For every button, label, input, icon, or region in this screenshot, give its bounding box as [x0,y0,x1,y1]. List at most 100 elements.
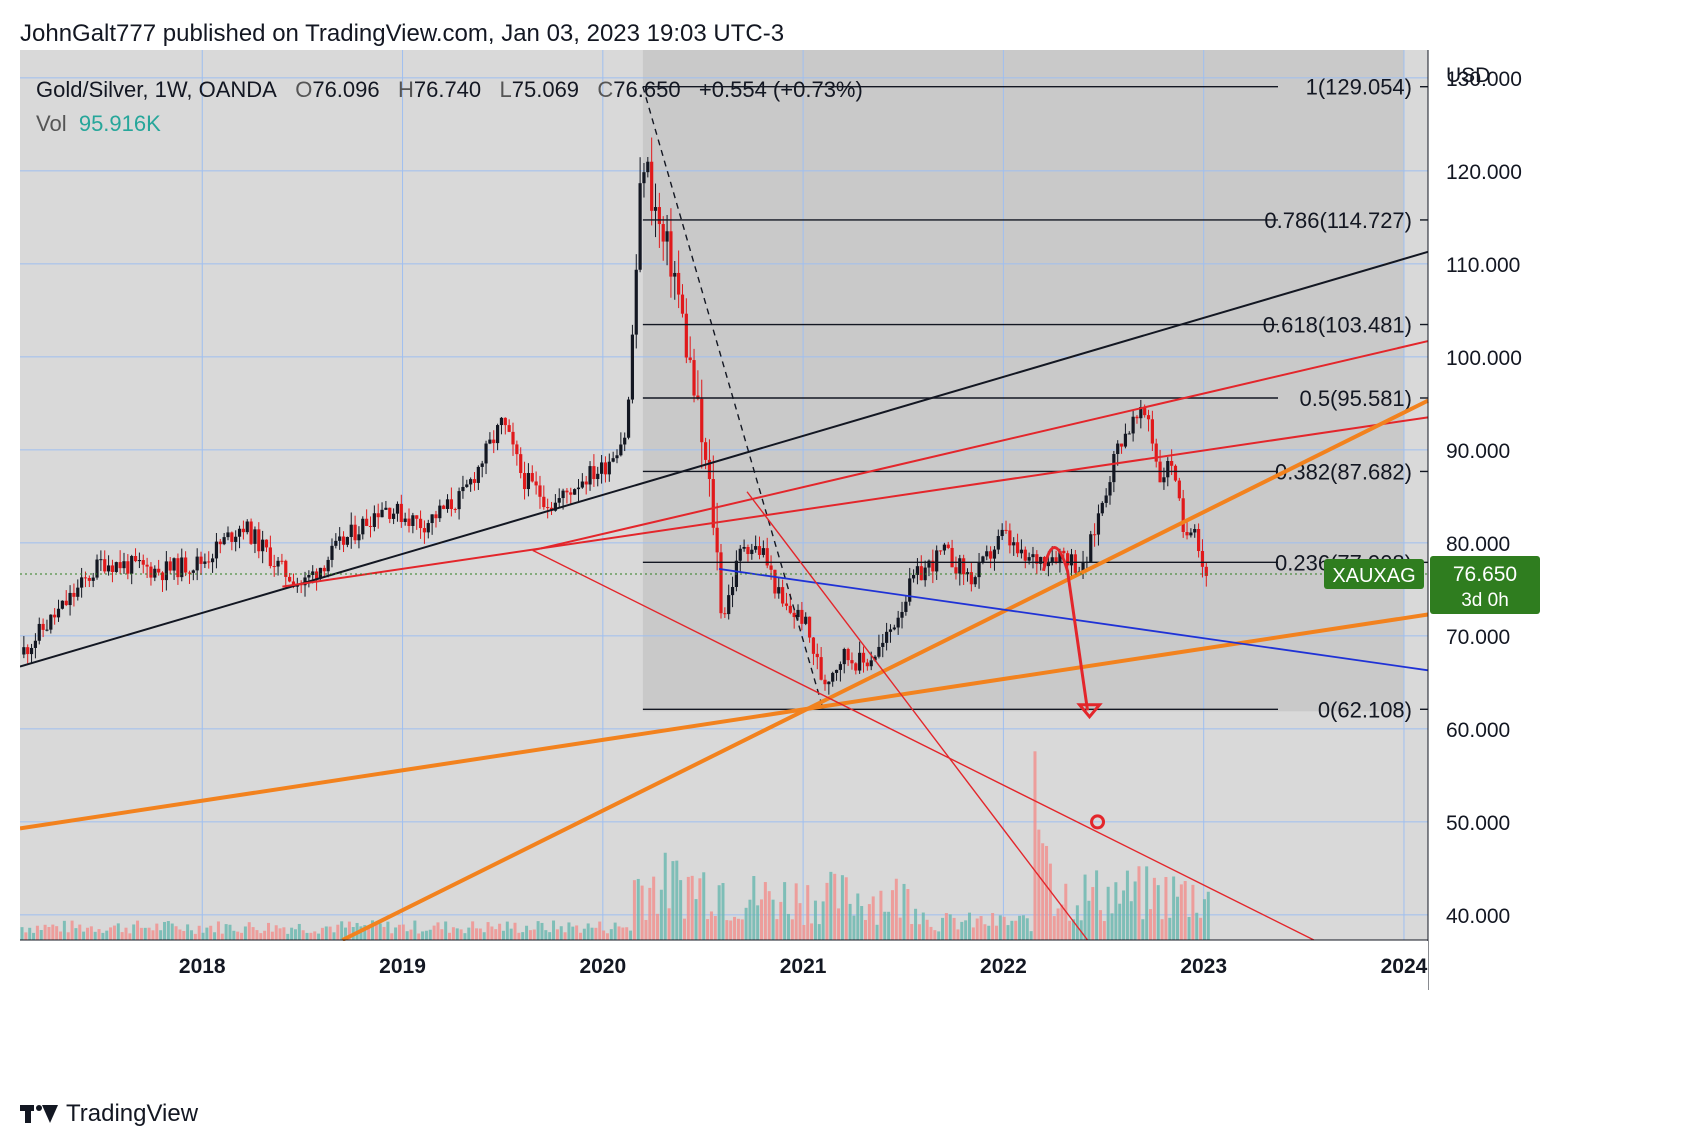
candle-body [199,556,203,564]
candle-body [781,587,785,604]
candle-body [280,560,284,562]
candle-body [153,568,157,578]
candle-body [1012,542,1016,546]
volume-bar [293,929,297,940]
candle-body [561,490,565,499]
volume-bar [652,876,656,940]
volume-bar [894,878,898,940]
candle-body [122,561,126,569]
candle-body [815,653,819,658]
candle-body [160,572,165,581]
y-tick-label: 60.000 [1446,719,1510,742]
volume-bar [713,916,717,940]
candle-body [707,459,712,480]
candle-body [557,498,561,503]
volume-bar [840,875,844,940]
volume-bar [1206,891,1210,940]
volume-bar [359,926,363,940]
candle-body [511,431,515,445]
volume-bar [760,899,764,940]
ticker-tag-label: XAUXAG [1332,565,1415,587]
volume-bar [779,901,783,940]
volume-bar [1018,915,1022,940]
candle-body [865,662,869,667]
candle-body [399,503,403,523]
chart-frame[interactable]: 1(129.054) 0.786(114.727) 0.618(103.481) 0.… [20,50,1684,1080]
candle-body [99,559,103,561]
candle-body [422,528,427,533]
volume-bar [1106,886,1110,940]
volume-bar [28,927,32,940]
volume-bar [1149,909,1153,940]
candle-body [372,513,376,527]
candle-body [434,514,438,519]
volume-bar [948,914,952,940]
candle-body [357,534,361,541]
volume-bar [706,919,710,940]
volume-bar [717,885,721,940]
candle-body [145,564,149,567]
volume-bar [32,932,36,940]
candle-body [677,272,681,295]
candle-body [1154,443,1158,462]
candle-body [195,556,199,571]
volume-bar [937,931,941,940]
candle-body [60,600,64,609]
volume-bar [1052,916,1056,940]
candle-body [692,360,696,396]
volume-bar [1125,870,1129,940]
candle-body [742,546,746,549]
tradingview-logo-icon [20,1103,58,1125]
volume-bar [85,927,89,940]
candle-body [395,503,400,514]
volume-bar [55,926,59,940]
volume-bar [139,927,143,940]
volume-bar [471,921,475,940]
volume-bar [494,929,498,940]
volume-bar [971,927,975,940]
candle-body [831,672,835,682]
volume-bar [794,883,798,940]
volume-bar [216,921,220,940]
y-tick-label: 80.000 [1446,533,1510,556]
volume-bar [89,926,93,940]
candle-body [210,558,215,563]
candle-body [1054,557,1058,564]
volume-bar [1098,910,1102,940]
candle-body [904,601,908,612]
candle-body [634,269,638,335]
price-chart[interactable]: 1(129.054) 0.786(114.727) 0.618(103.481) 0.… [20,50,1684,1080]
candle-body [746,546,750,555]
candle-body [276,560,280,567]
candle-body [630,334,635,400]
candle-body [33,640,38,648]
tradingview-brand[interactable]: TradingView [20,1100,198,1128]
candle-body [1200,551,1205,567]
vol-value: 95.916K [78,111,161,136]
candle-body [989,551,993,559]
candle-body [438,505,442,519]
candle-body [908,578,912,602]
candle-body [958,558,962,574]
candle-body [850,660,854,664]
candle-body [700,398,704,443]
volume-bar [883,911,887,940]
volume-bar [790,919,794,940]
candle-body [838,664,842,670]
candle-body [565,490,569,493]
volume-bar [509,928,513,940]
candle-body [680,294,685,314]
volume-bar [729,920,733,940]
candle-body [750,549,754,555]
candle-body [268,547,272,567]
volume-bar [498,923,502,940]
volume-bar [1033,751,1037,940]
candle-body [1162,477,1166,483]
volume-bar [363,925,367,940]
y-tick-label: 110.000 [1446,254,1520,277]
candle-body [392,513,396,519]
candle-body [1193,528,1197,533]
candle-body [696,395,700,399]
volume-bar [964,920,968,940]
volume-bar [474,928,478,940]
